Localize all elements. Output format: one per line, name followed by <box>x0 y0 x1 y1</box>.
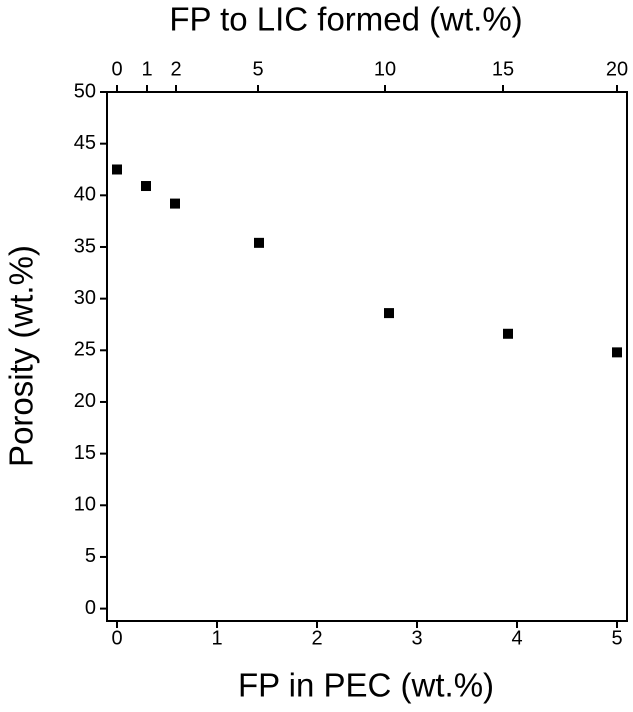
point <box>503 328 513 339</box>
x-tick-label: 4 <box>511 627 522 649</box>
point <box>612 347 622 358</box>
x2-tick-label: 15 <box>492 58 514 80</box>
x-tick-label: 1 <box>211 627 222 649</box>
y-tick-label: 35 <box>74 235 96 257</box>
x-tick-label: 2 <box>311 627 322 649</box>
point <box>112 164 122 175</box>
y-tick-label: 45 <box>74 132 96 154</box>
x2-tick-label: 10 <box>374 58 396 80</box>
x2-tick-label: 2 <box>170 58 181 80</box>
point <box>254 237 264 248</box>
y-tick-label: 25 <box>74 339 96 361</box>
y-axis-title: Porosity (wt.%) <box>3 245 40 467</box>
point <box>170 198 180 209</box>
x-tick-label: 0 <box>111 627 122 649</box>
x-tick-label: 5 <box>611 627 622 649</box>
y-tick-label: 40 <box>74 184 96 206</box>
y-tick-label: 50 <box>74 80 96 102</box>
x-tick-label: 3 <box>411 627 422 649</box>
y-tick-label: 20 <box>74 390 96 412</box>
y-tick-label: 10 <box>74 494 96 516</box>
y-tick-label: 5 <box>85 545 96 567</box>
x2-tick-label: 0 <box>111 58 122 80</box>
y-tick-label: 15 <box>74 442 96 464</box>
point <box>384 308 394 319</box>
x2-tick-label: 5 <box>252 58 263 80</box>
y-tick-label: 0 <box>85 597 96 619</box>
x2-tick-label: 20 <box>606 58 628 80</box>
plot-frame <box>106 91 628 622</box>
y-tick-label: 30 <box>74 287 96 309</box>
x2-tick-label: 1 <box>141 58 152 80</box>
point <box>141 181 151 192</box>
x2-axis-title: FP to LIC formed (wt.%) <box>169 1 522 38</box>
x-axis-title: FP in PEC (wt.%) <box>238 667 494 704</box>
